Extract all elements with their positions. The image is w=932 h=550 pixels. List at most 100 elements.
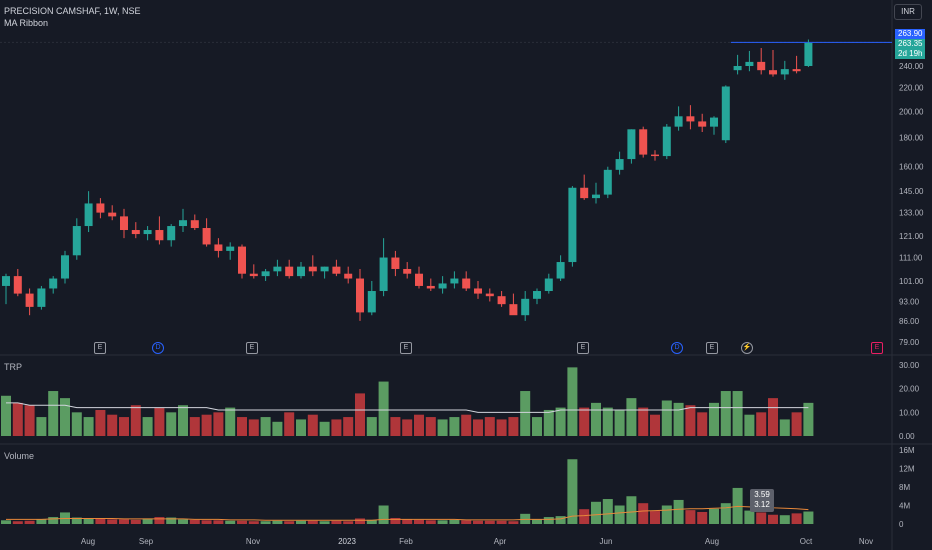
- volume-bar: [272, 520, 283, 524]
- trp-bar: [402, 419, 413, 436]
- split-event-icon[interactable]: ⚡: [741, 342, 753, 354]
- candle-body: [214, 244, 223, 251]
- trp-bar: [414, 414, 424, 436]
- dividend-event-icon[interactable]: D: [671, 342, 683, 354]
- candle-body: [72, 226, 81, 256]
- candle-body: [332, 266, 341, 274]
- volume-bar: [591, 501, 601, 524]
- candle-body: [568, 187, 577, 263]
- trp-bar: [779, 419, 790, 436]
- candle-body: [627, 129, 636, 160]
- volume-bar: [355, 518, 365, 524]
- time-tick-label: Apr: [494, 537, 507, 546]
- volume-bar: [496, 520, 507, 524]
- price-tick-label: 145.00: [899, 187, 924, 196]
- candle-body: [190, 220, 199, 229]
- earnings-event-icon[interactable]: E: [577, 342, 589, 354]
- volume-bar: [685, 510, 696, 524]
- candle-body: [462, 278, 471, 289]
- price-tick-label: 101.00: [899, 277, 924, 286]
- candle-body: [544, 278, 553, 292]
- trp-bar: [48, 391, 59, 436]
- currency-button[interactable]: INR: [894, 4, 922, 20]
- volume-bar: [414, 519, 424, 524]
- candle-body: [2, 276, 10, 286]
- candle-body: [320, 266, 329, 272]
- trp-bar: [331, 419, 342, 436]
- trp-bar: [60, 398, 70, 436]
- volume-bar: [756, 512, 767, 524]
- candle-body: [710, 117, 718, 127]
- trp-bar: [284, 412, 295, 436]
- dividend-event-icon[interactable]: D: [152, 342, 164, 354]
- trp-bar: [1, 395, 11, 436]
- candle-body: [698, 121, 707, 127]
- volume-bar: [614, 505, 625, 524]
- candle-body: [804, 42, 813, 66]
- candle-body: [509, 304, 518, 316]
- time-tick-label: Nov: [859, 537, 873, 546]
- candle-body: [273, 266, 282, 272]
- earnings-event-icon[interactable]: E: [94, 342, 106, 354]
- candle-body: [84, 203, 93, 227]
- volume-bar: [661, 505, 672, 524]
- trp-bar: [756, 412, 767, 436]
- price-tick-label: 200.00: [899, 107, 924, 116]
- volume-bar: [673, 499, 684, 524]
- indicator-label[interactable]: MA Ribbon: [4, 18, 49, 28]
- volume-bar: [95, 518, 106, 524]
- earnings-event-icon[interactable]: E: [706, 342, 718, 354]
- trp-bar: [95, 409, 106, 436]
- trp-bar: [638, 407, 649, 436]
- candle-body: [179, 220, 187, 227]
- volume-tick-label: 4M: [899, 502, 910, 511]
- volume-tick-label: 8M: [899, 483, 910, 492]
- trp-bar: [166, 412, 177, 436]
- price-tick-label: 121.00: [899, 232, 924, 241]
- volume-bar: [779, 515, 790, 524]
- trp-bar: [213, 412, 224, 436]
- candle-body: [651, 154, 659, 157]
- volume-bar: [602, 499, 613, 524]
- volume-bar: [130, 519, 141, 524]
- earnings-event-icon[interactable]: E: [246, 342, 258, 354]
- candle-body: [25, 293, 34, 307]
- candle-body: [403, 268, 412, 274]
- volume-bar: [555, 516, 566, 524]
- volume-bar: [213, 520, 224, 524]
- volume-bar: [296, 520, 306, 524]
- volume-bar: [237, 520, 247, 524]
- candle-body: [780, 69, 789, 75]
- trp-bar: [567, 367, 578, 436]
- volume-bar: [154, 517, 165, 524]
- price-tick-label: 93.00: [899, 297, 920, 306]
- candle-body: [745, 61, 754, 66]
- trp-ma-line: [6, 402, 809, 413]
- trp-bar: [366, 417, 377, 436]
- trp-bar: [591, 402, 601, 436]
- time-tick-label: Aug: [705, 537, 719, 546]
- trp-bar: [437, 419, 448, 436]
- price-tick-label: 160.00: [899, 163, 924, 172]
- volume-bar: [366, 519, 377, 524]
- candle-body: [202, 228, 211, 245]
- time-tick-label: Sep: [139, 537, 154, 546]
- candle-body: [438, 283, 447, 289]
- volume-bar: [119, 519, 129, 524]
- trp-tick-label: 30.00: [899, 361, 920, 370]
- earnings-event-icon[interactable]: E: [871, 342, 883, 354]
- volume-bar: [378, 505, 389, 524]
- volume-bar: [449, 519, 460, 524]
- candle-body: [226, 246, 235, 251]
- trp-bar: [248, 419, 259, 436]
- trp-bar: [425, 417, 436, 436]
- trp-bar: [260, 417, 271, 436]
- earnings-event-icon[interactable]: E: [400, 342, 412, 354]
- price-tick-label: 180.00: [899, 133, 924, 142]
- trp-bar: [237, 417, 247, 436]
- trp-bar: [732, 391, 743, 436]
- candle-body: [285, 266, 294, 277]
- price-tick-label: 86.00: [899, 317, 920, 326]
- trp-bar: [107, 414, 118, 436]
